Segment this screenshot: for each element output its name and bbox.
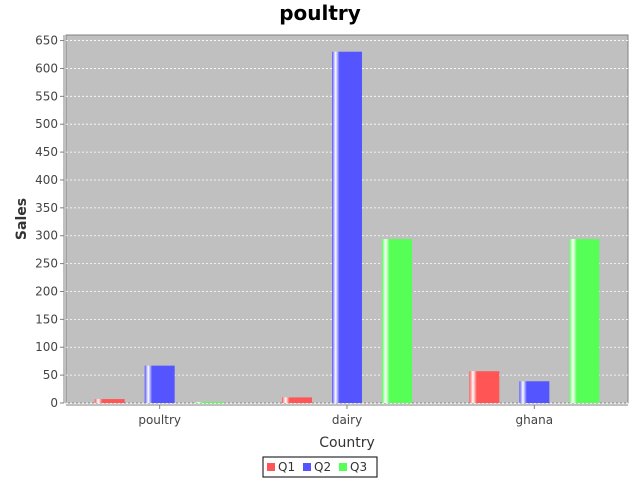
x-tick-label: poultry [138, 413, 181, 427]
legend-swatch-q2 [303, 463, 311, 471]
chart-title: poultry [279, 1, 361, 25]
x-tick-label: dairy [332, 413, 362, 427]
y-tick-label: 250 [35, 257, 58, 271]
legend-label-q2: Q2 [314, 460, 331, 474]
y-tick-label: 50 [43, 368, 58, 382]
y-tick-label: 300 [35, 229, 58, 243]
x-axis: poultry dairy ghana [66, 404, 628, 427]
y-tick-label: 150 [35, 312, 58, 326]
y-tick-label: 200 [35, 284, 58, 298]
y-tick-label: 450 [35, 145, 58, 159]
bar-q3-ghana [569, 239, 600, 403]
y-axis: 0 50 100 150 200 250 300 350 400 450 500 550 600 650 [35, 34, 65, 410]
bars [94, 51, 600, 404]
y-tick-label: 100 [35, 340, 58, 354]
y-tick-label: 550 [35, 89, 58, 103]
x-tick-label: ghana [516, 413, 554, 427]
y-axis-label: Sales [14, 198, 30, 240]
bar-q2-poultry [144, 365, 175, 403]
bar-q3-dairy [382, 239, 412, 403]
legend-label-q1: Q1 [278, 460, 295, 474]
x-axis-label: Country [319, 435, 375, 451]
y-tick-label: 0 [50, 396, 58, 410]
y-tick-label: 650 [35, 34, 58, 48]
bar-q2-dairy [332, 51, 362, 404]
legend: Q1 Q2 Q3 [262, 456, 378, 478]
legend-label-q3: Q3 [350, 460, 367, 474]
bar-q3-poultry [194, 401, 225, 403]
bar-q1-dairy [282, 397, 312, 403]
y-tick-label: 500 [35, 117, 58, 131]
legend-swatch-q3 [339, 463, 347, 471]
y-tick-label: 600 [35, 61, 58, 75]
bar-q2-ghana [519, 381, 550, 403]
bar-q1-poultry [94, 399, 125, 403]
bar-q1-ghana [469, 371, 500, 403]
legend-swatch-q1 [267, 463, 275, 471]
y-tick-label: 400 [35, 173, 58, 187]
y-tick-label: 350 [35, 201, 58, 215]
legend-box [262, 456, 378, 478]
